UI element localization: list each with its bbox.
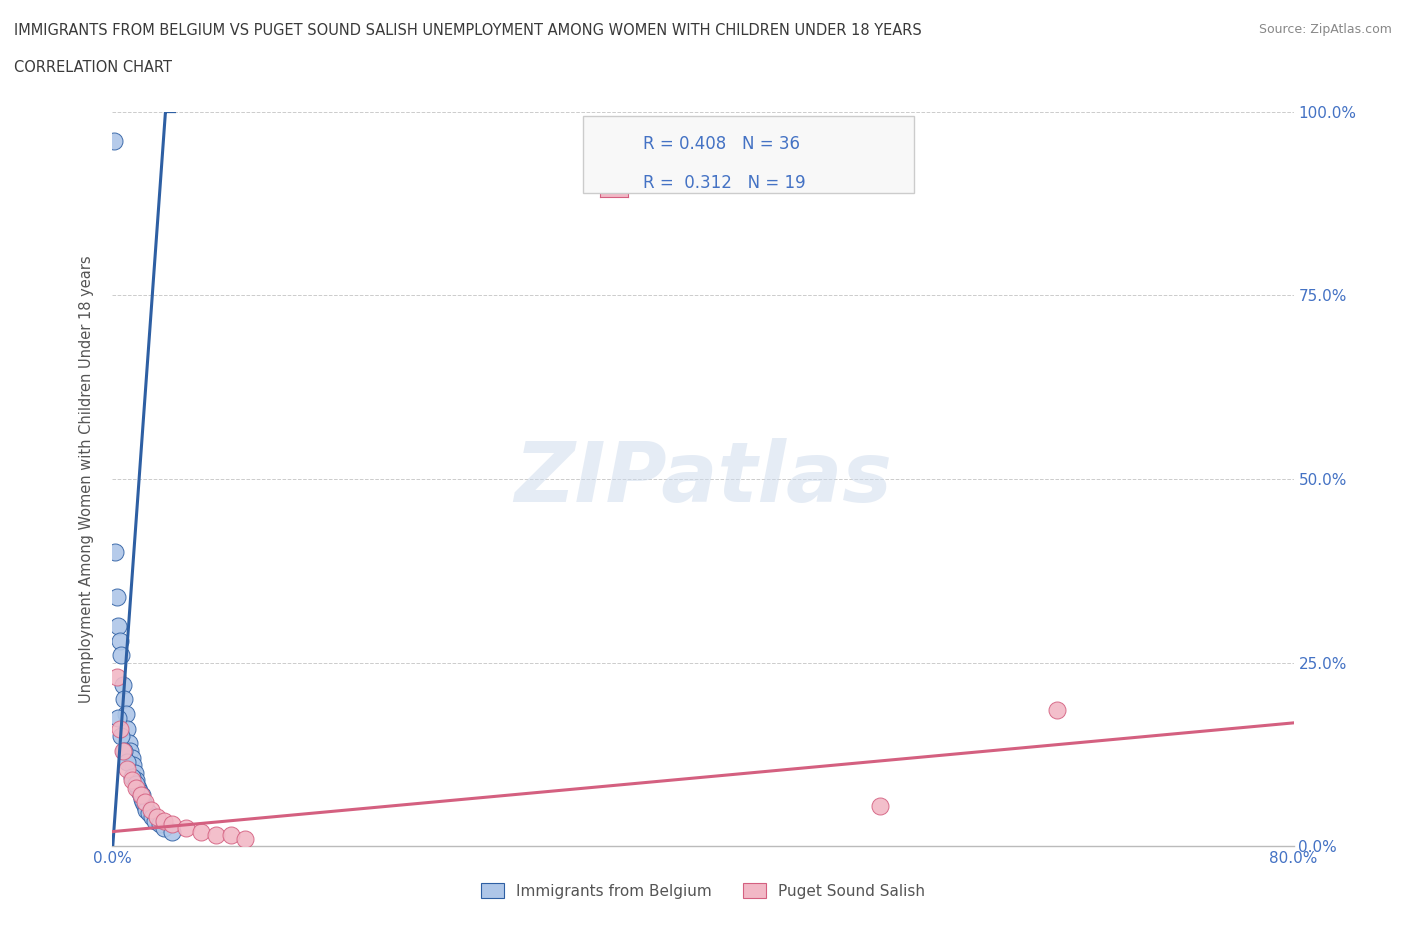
Point <box>128 784 150 799</box>
Point <box>153 820 176 835</box>
Point <box>190 824 212 839</box>
Point <box>143 813 166 828</box>
Point <box>121 751 143 765</box>
Point <box>160 824 183 839</box>
Point <box>233 831 256 846</box>
Point <box>110 729 132 744</box>
Point <box>129 788 152 803</box>
Point <box>111 677 134 692</box>
Point <box>141 809 163 824</box>
Point <box>127 780 149 795</box>
Point <box>110 648 132 663</box>
Point <box>108 722 131 737</box>
Point <box>131 791 153 806</box>
Point <box>117 754 138 769</box>
Point <box>108 633 131 648</box>
Point <box>1046 703 1069 718</box>
Point <box>138 805 160 820</box>
Point <box>125 773 148 788</box>
Point <box>146 809 169 824</box>
Point <box>131 788 153 803</box>
Point <box>121 769 143 784</box>
Point <box>149 817 172 831</box>
Point <box>125 780 148 795</box>
Legend: Immigrants from Belgium, Puget Sound Salish: Immigrants from Belgium, Puget Sound Sal… <box>475 877 931 905</box>
Point <box>219 828 242 843</box>
Point <box>205 828 228 843</box>
Point <box>122 758 145 773</box>
Point <box>104 545 127 560</box>
Point <box>153 813 176 828</box>
Text: IMMIGRANTS FROM BELGIUM VS PUGET SOUND SALISH UNEMPLOYMENT AMONG WOMEN WITH CHIL: IMMIGRANTS FROM BELGIUM VS PUGET SOUND S… <box>14 23 922 38</box>
Text: R = 0.408   N = 36: R = 0.408 N = 36 <box>643 135 800 153</box>
Point <box>160 817 183 831</box>
Point <box>124 765 146 780</box>
Point <box>111 743 134 758</box>
Point <box>112 692 135 707</box>
Point <box>134 795 156 810</box>
Point <box>139 802 162 817</box>
Point <box>125 777 148 791</box>
Point <box>121 773 143 788</box>
Text: CORRELATION CHART: CORRELATION CHART <box>14 60 172 75</box>
Point <box>107 711 129 725</box>
Y-axis label: Unemployment Among Women with Children Under 18 years: Unemployment Among Women with Children U… <box>79 255 94 703</box>
Text: ZIPatlas: ZIPatlas <box>515 438 891 520</box>
Point <box>117 722 138 737</box>
Point <box>105 589 128 604</box>
Point <box>112 743 135 758</box>
Point <box>135 802 157 817</box>
Point <box>105 670 128 684</box>
Point <box>117 762 138 777</box>
Text: Source: ZipAtlas.com: Source: ZipAtlas.com <box>1258 23 1392 36</box>
Point <box>103 134 125 149</box>
Text: R =  0.312   N = 19: R = 0.312 N = 19 <box>643 174 806 193</box>
Point <box>174 820 197 835</box>
Point <box>129 788 152 803</box>
Point <box>118 736 141 751</box>
Point <box>869 799 891 814</box>
Point <box>132 795 155 810</box>
Point <box>114 707 136 722</box>
Point <box>107 618 129 633</box>
Point <box>134 799 156 814</box>
Point <box>120 743 142 758</box>
